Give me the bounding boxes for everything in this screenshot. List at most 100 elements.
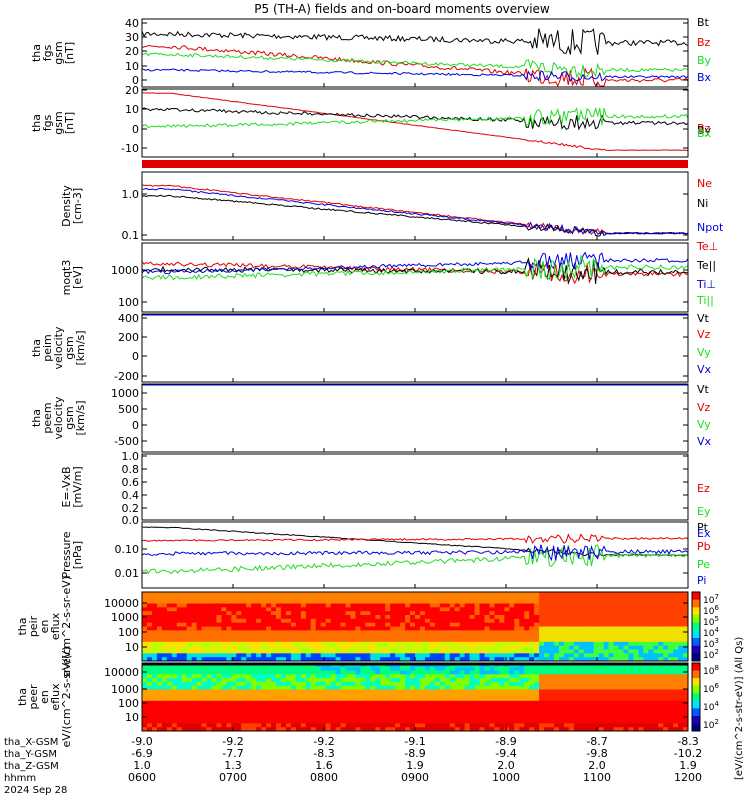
spectrogram-cell [410, 599, 416, 604]
spectrogram-cell [484, 697, 490, 702]
spectrogram-cell [474, 634, 480, 639]
spectrogram-cell [276, 719, 282, 724]
spectrogram-cell [330, 653, 336, 658]
spectrogram-cell [419, 689, 426, 694]
spectrogram-cell [201, 595, 207, 601]
spectrogram-cell [166, 595, 173, 601]
spectrogram-cell [504, 666, 510, 671]
spectrogram-cell [544, 719, 550, 724]
spectrogram-cell [216, 626, 222, 631]
spectrogram-cell [429, 595, 436, 601]
spectrogram-cell [276, 715, 282, 721]
spectrogram-cell [544, 592, 550, 597]
spectrogram-cell [206, 618, 212, 624]
spectrogram-cell [280, 708, 287, 713]
spectrogram-cell [499, 645, 505, 650]
spectrogram-cell [350, 657, 356, 662]
spectrogram-cell [429, 645, 436, 650]
spectrogram-cell [320, 704, 327, 709]
spectrogram-cell [151, 603, 158, 608]
spectrogram-cell [633, 727, 639, 732]
spectrogram-cell [201, 611, 207, 616]
spectrogram-cell [623, 674, 629, 679]
spectrogram-cell [663, 653, 669, 658]
spectrogram-cell [583, 641, 590, 647]
spectrogram-cell [365, 723, 371, 728]
spectrogram-cell [201, 700, 207, 705]
spectrogram-cell [529, 719, 535, 724]
spectrogram-cell [663, 638, 669, 643]
spectrogram-cell [410, 697, 416, 702]
spectrogram-cell [429, 626, 436, 631]
spectrogram-cell [191, 634, 197, 639]
series-line-ni [141, 194, 689, 237]
spectrogram-cell [166, 634, 173, 639]
spectrogram-cell [469, 622, 475, 627]
spectrogram-cell [390, 697, 396, 702]
spectrogram-cell [171, 592, 178, 597]
spectrogram-cell [365, 649, 371, 654]
spectrogram-cell [320, 674, 327, 679]
spectrogram-cell [295, 618, 302, 624]
spectrogram-cell [663, 611, 669, 616]
spectrogram-cell [186, 723, 193, 728]
spectrogram-cell [549, 653, 555, 658]
spectrogram-cell [658, 704, 664, 709]
spectrogram-cell [360, 595, 366, 601]
spectrogram-cell [419, 704, 426, 709]
spectrogram-cell [241, 599, 247, 604]
spectrogram-cell [405, 723, 411, 728]
spectrogram-cell [271, 708, 277, 713]
spectrogram-cell [499, 611, 505, 616]
spectrogram-cell [638, 727, 644, 732]
spectrogram-cell [663, 615, 669, 620]
spectrogram-cell [405, 595, 411, 601]
spectrogram-cell [176, 678, 183, 683]
spectrogram-cell [146, 712, 153, 717]
spectrogram-cell [603, 592, 609, 597]
spectrogram-cell [549, 603, 555, 608]
spectrogram-cell [514, 681, 520, 687]
spectrogram-cell [266, 681, 272, 687]
spectrogram-cell [668, 708, 674, 713]
spectrogram-cell [415, 641, 421, 647]
spectrogram-cell [186, 611, 193, 616]
spectrogram-cell [509, 674, 515, 679]
spectrogram-cell [186, 645, 193, 650]
spectrogram-cell [365, 657, 371, 662]
spectrogram-cell [305, 657, 312, 662]
spectrogram-cell [305, 634, 312, 639]
y-tick-label: 0 [132, 123, 139, 136]
spectrogram-cell [355, 657, 361, 662]
spectrogram-cell [603, 641, 609, 647]
spectrogram-cell [156, 615, 163, 620]
spectrogram-cell [231, 712, 237, 717]
spectrogram-cell [658, 666, 664, 671]
spectrogram-cell [643, 607, 649, 612]
spectrogram-cell [201, 599, 207, 604]
spectrogram-cell [419, 641, 426, 647]
spectrogram-cell [638, 697, 644, 702]
spectrogram-cell [673, 645, 679, 650]
spectrogram-cell [474, 689, 480, 694]
spectrogram-cell [246, 657, 252, 662]
spectrogram-cell [633, 697, 639, 702]
spectrogram-cell [678, 670, 684, 675]
panel-frame [141, 313, 689, 383]
spectrogram-cell [261, 630, 267, 635]
spectrogram-cell [678, 595, 684, 601]
spectrogram-cell [593, 622, 600, 627]
spectrogram-cell [499, 719, 505, 724]
spectrogram-cell [241, 638, 247, 643]
spectrogram-cell [663, 641, 669, 647]
spectrogram-cell [146, 622, 153, 627]
spectrogram-cell [385, 723, 391, 728]
spectrogram-cell [613, 708, 619, 713]
spectrogram-cell [618, 719, 624, 724]
spectrogram-cell [494, 630, 500, 635]
spectrogram-cell [315, 678, 322, 683]
spectrogram-cell [216, 595, 222, 601]
spectrogram-cell [335, 626, 341, 631]
spectrogram-cell [598, 723, 605, 728]
spectrogram-cell [226, 645, 232, 650]
